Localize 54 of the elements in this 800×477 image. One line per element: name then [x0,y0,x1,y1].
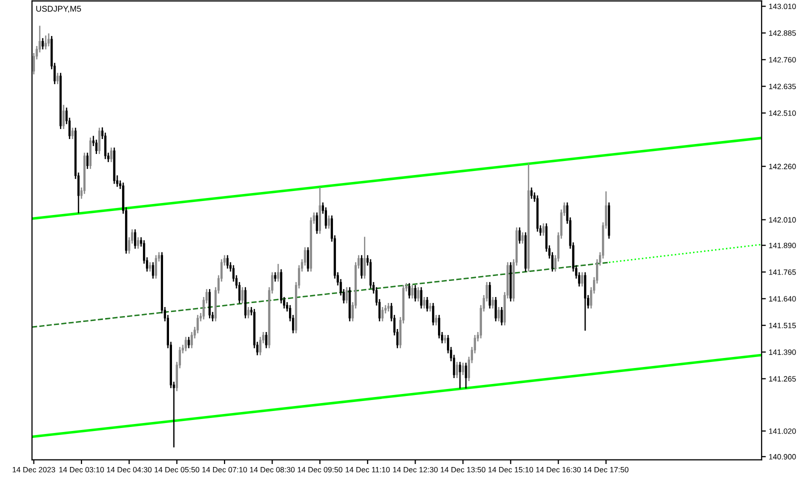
candlestick [423,296,426,308]
candlestick [328,215,330,229]
candlestick [48,33,50,46]
candlestick [498,307,500,322]
candlestick [226,255,229,269]
candlestick [346,287,348,304]
candlestick [241,287,244,304]
candlestick [86,152,89,169]
candlestick [500,307,503,326]
candlestick [414,285,416,302]
candlestick [154,255,158,279]
candlestick [432,302,434,326]
candlestick [71,128,74,140]
candlestick [542,223,545,236]
candlestick [435,314,438,326]
candlestick [456,362,458,378]
candlestick [581,272,584,287]
candlestick [494,296,497,322]
candlestick [110,148,112,162]
candlestick [429,302,432,312]
candlestick [56,72,59,84]
candlestick [458,362,462,389]
chart-title: USDJPY,M5 [36,6,81,13]
candlestick [521,232,524,244]
candlestick [98,128,100,154]
candlestick [364,236,366,279]
candlestick [492,296,494,308]
candlestick [306,247,310,272]
candlestick [44,36,47,50]
candlestick [408,283,410,298]
candlestick [277,264,280,282]
candlestick [247,307,250,318]
candlestick [381,307,384,322]
candlestick [316,212,318,234]
candlestick [134,229,136,249]
candlestick [584,272,586,331]
candlestick [360,255,363,279]
candlestick [188,336,190,348]
candlestick [417,287,420,302]
candlestick [62,104,65,129]
candlestick [265,332,268,348]
candlestick [411,285,414,298]
candlestick [184,336,187,352]
candlestick [462,362,464,376]
candlestick [137,237,140,249]
candlestick [530,188,533,199]
candlestick [464,362,468,389]
candlestick [426,296,428,312]
candlestick [420,287,422,308]
candlestick [488,282,491,308]
candlestick [208,289,211,318]
candlestick [152,262,154,279]
candlestick [42,38,44,50]
candlestick [95,140,98,154]
